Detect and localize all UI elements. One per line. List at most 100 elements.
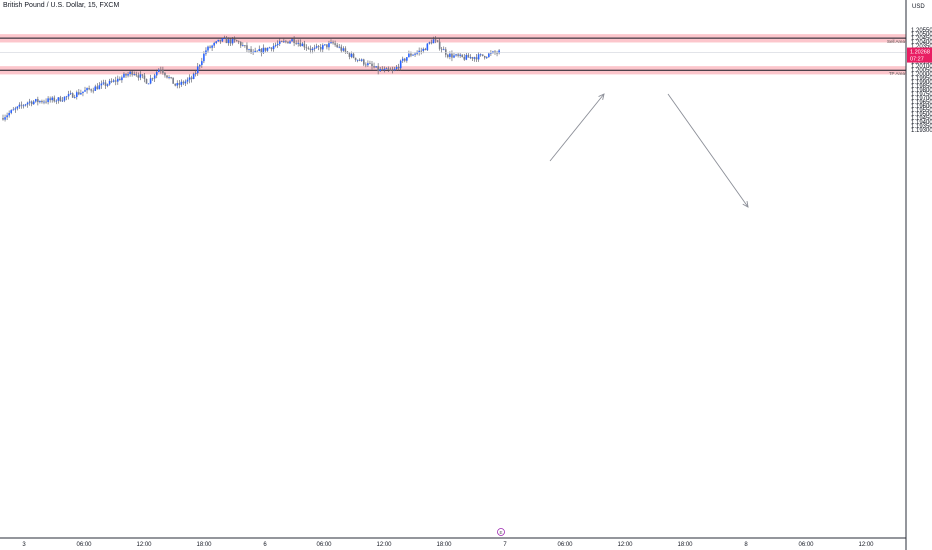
candle-body — [399, 60, 402, 69]
candle-body — [55, 100, 58, 102]
candle-body — [47, 98, 49, 103]
event-marker-label: E — [499, 530, 502, 535]
candle-body — [363, 59, 365, 65]
candle-body — [160, 69, 162, 71]
candle-body — [434, 39, 437, 41]
candle-body — [426, 43, 429, 51]
candle-body — [129, 71, 131, 75]
candle-body — [114, 80, 117, 82]
time-tick: 6 — [263, 542, 267, 548]
price-tick: 1.20500 — [911, 32, 932, 38]
candle-body — [496, 52, 498, 54]
candle-body — [455, 54, 457, 56]
price-tick: 1.19900 — [911, 80, 932, 86]
candle-body — [207, 46, 209, 51]
candle-body — [203, 53, 205, 62]
candle-body — [170, 77, 172, 78]
candle-body — [86, 88, 88, 91]
time-tick: 06:00 — [316, 542, 332, 548]
candle-body — [108, 80, 111, 85]
candle-body — [82, 91, 84, 93]
price-tick: 1.19650 — [911, 100, 932, 106]
time-tick: 18:00 — [677, 542, 693, 548]
candle-body — [45, 101, 47, 103]
candle-body — [315, 46, 318, 48]
candle-body — [205, 50, 207, 54]
price-tick: 1.19850 — [911, 84, 932, 90]
candle-body — [12, 109, 15, 111]
candle-body — [240, 41, 242, 46]
candle-body — [381, 68, 384, 71]
candle-body — [352, 53, 355, 58]
candle-body — [428, 42, 431, 44]
current-price-countdown: 07:27 — [910, 57, 924, 63]
candle-body — [297, 42, 299, 44]
candle-body — [258, 48, 261, 52]
time-tick: 8 — [744, 542, 748, 548]
candle-body — [190, 77, 193, 80]
candle-body — [274, 45, 277, 46]
candle-body — [184, 81, 187, 84]
candle-body — [242, 45, 244, 46]
candle-body — [30, 101, 33, 105]
candle-body — [445, 49, 447, 55]
candle-body — [186, 79, 189, 82]
candle-body — [303, 43, 306, 48]
candle-body — [100, 83, 103, 86]
candle-body — [102, 82, 105, 84]
candle-body — [20, 104, 23, 106]
candle-body — [254, 50, 256, 52]
candle-body — [287, 41, 289, 44]
candle-body — [379, 68, 381, 72]
candle-body — [104, 82, 107, 86]
candle-body — [71, 93, 74, 98]
candle-body — [422, 48, 425, 51]
candle-body — [256, 50, 258, 52]
price-tick: 1.19700 — [911, 96, 932, 102]
candle-body — [498, 50, 500, 54]
candle-body — [266, 47, 269, 51]
candle-body — [276, 43, 279, 46]
candle-body — [143, 75, 146, 79]
time-tick: 06:00 — [557, 542, 573, 548]
candle-body — [340, 46, 343, 51]
candle-body — [270, 47, 273, 50]
time-tick: 18:00 — [196, 542, 212, 548]
candle-body — [430, 42, 433, 44]
candle-body — [188, 77, 191, 80]
candle-body — [397, 67, 400, 69]
candle-body — [436, 40, 439, 42]
projection-arrowhead-0 — [598, 93, 605, 100]
zone-label-1: TP Area — [889, 71, 906, 76]
candle-body — [88, 88, 90, 90]
candle-body — [137, 75, 140, 78]
candle-body — [162, 70, 164, 73]
candle-body — [164, 72, 166, 76]
time-tick: 7 — [503, 542, 507, 548]
candle-body — [272, 45, 275, 50]
candle-body — [385, 68, 388, 70]
candle-body — [213, 42, 215, 46]
candle-body — [32, 101, 35, 105]
price-tick: 1.19300 — [911, 128, 932, 134]
candle-body — [309, 48, 312, 51]
candle-body — [268, 47, 271, 49]
candle-body — [365, 64, 367, 66]
candle-body — [490, 52, 492, 54]
candle-body — [233, 38, 236, 41]
candle-body — [63, 96, 66, 101]
candle-body — [471, 57, 474, 59]
candle-body — [178, 83, 181, 85]
candle-body — [80, 92, 82, 95]
candle-body — [383, 68, 386, 71]
candle-body — [145, 78, 148, 84]
candle-body — [330, 42, 332, 44]
candle-body — [22, 105, 25, 107]
candle-body — [481, 54, 484, 56]
candle-body — [223, 38, 226, 40]
candle-body — [127, 74, 129, 76]
price-tick: 1.19350 — [911, 124, 932, 130]
candle-body — [291, 39, 293, 42]
candle-body — [360, 59, 363, 61]
